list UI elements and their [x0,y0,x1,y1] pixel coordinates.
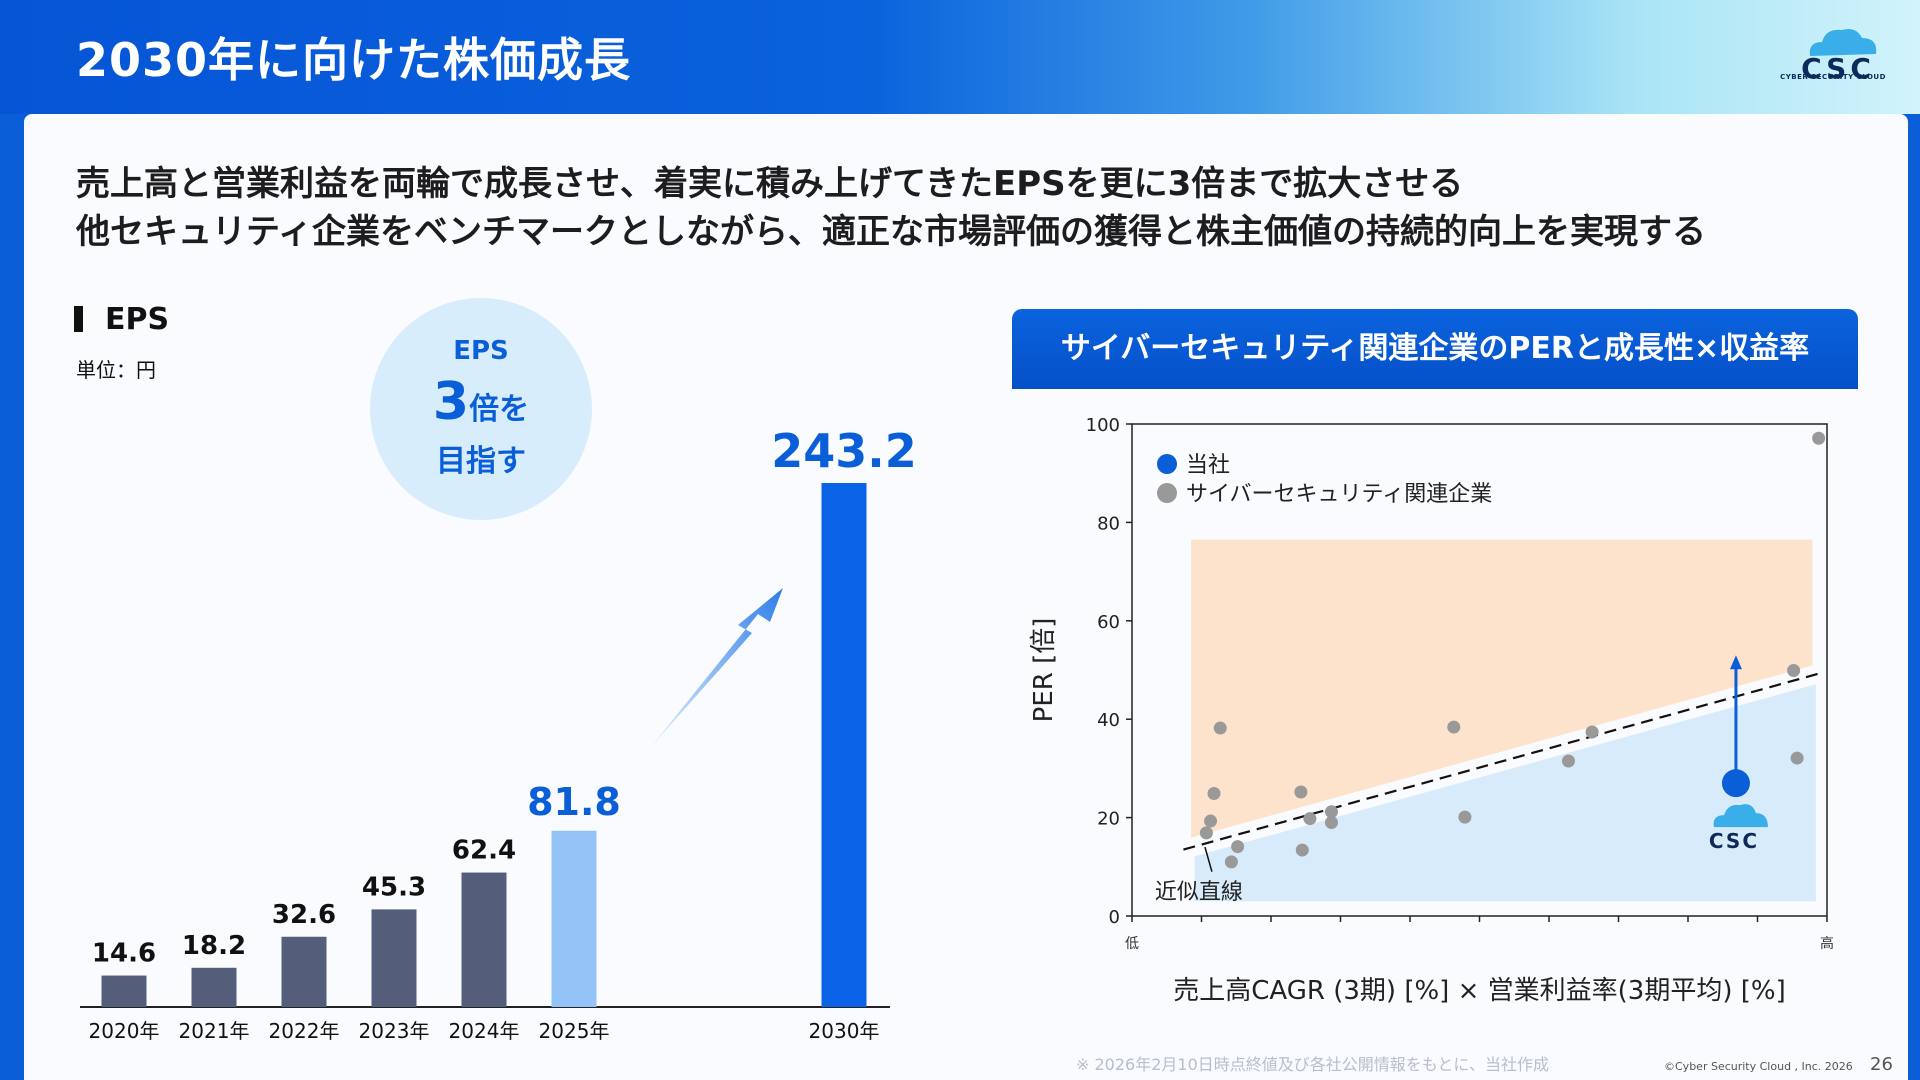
cloud-icon [1809,29,1877,56]
eps-category-label: 2021年 [179,1019,250,1043]
peer-point [1324,805,1338,819]
eps-category-label: 2025年 [539,1019,610,1043]
eps-heading-label: EPS [105,302,170,337]
eps-bar-2030年 [821,483,867,1007]
fit-label-leader [1204,846,1213,872]
csc-logo: CSC [1801,29,1877,85]
footnote: ※ 2026年2月10日時点終値及び各社公開情報をもとに、当社作成 [1076,1055,1549,1074]
eps-category-label: 2030年 [809,1019,880,1043]
peer-point [1231,840,1245,854]
logo-subtext: CYBER SECURITY CLOUD [1780,73,1886,81]
lead-line-2: 他セキュリティ企業をベンチマークとしながら、適正な市場評価の獲得と株主価値の持続… [76,212,1706,252]
legend-self-label: 当社 [1186,453,1230,478]
eps-unit: 単位：円 [76,358,156,382]
eps-category-label: 2020年 [89,1019,160,1043]
peer-point [1812,431,1826,445]
upper-zone [1191,539,1813,838]
peer-point [1303,812,1317,826]
peer-point [1207,786,1221,800]
eps-value-label: 62.4 [452,836,516,866]
eps-value-label: 18.2 [182,931,246,961]
lead-line-1: 売上高と営業利益を両輪で成長させ、着実に積み上げてきたEPSを更に3倍まで拡大さ… [76,164,1464,204]
peer-point [1204,814,1218,828]
eps-bar-2024年 [461,872,507,1007]
eps-value-label: 45.3 [362,872,426,902]
csc-mini-logo-text: CSC [1709,829,1759,853]
legend-self-marker [1157,454,1177,474]
bubble-multiplier: 3倍を [370,372,592,432]
peer-point [1561,754,1575,768]
eps-bar-2025年 [551,830,597,1007]
bubble-eps-label: EPS [453,336,509,366]
x-low-label: 低 [1125,936,1139,952]
target-arrow-icon [1729,655,1742,670]
eps-bar-2021年 [191,967,237,1007]
eps-value-label: 81.8 [527,780,621,824]
y-axis-label: PER [倍] [1029,618,1059,723]
y-tick-label: 0 [1109,907,1120,928]
eps-bar-2023年 [371,909,417,1007]
heading-marker [74,306,83,332]
peer-point [1787,663,1801,677]
y-tick-label: 40 [1097,710,1120,731]
copyright: ©Cyber Security Cloud , Inc. 2026 [1664,1060,1853,1073]
eps-value-label: 243.2 [771,424,917,478]
peer-point [1295,843,1309,857]
peer-point [1790,751,1804,765]
page-number: 26 [1870,1054,1893,1075]
eps-value-label: 14.6 [92,939,156,969]
y-tick-label: 60 [1097,612,1120,633]
lower-zone [1194,684,1816,902]
y-tick-label: 80 [1097,513,1120,534]
csc-mini-cloud-icon [1713,804,1768,828]
peer-point [1294,785,1308,799]
peer-point [1324,816,1338,830]
header-band [0,0,1920,114]
y-tick-label: 20 [1097,809,1120,830]
lead-text: 売上高と営業利益を両輪で成長させ、着実に積み上げてきたEPSを更に3倍まで拡大さ… [76,160,1706,256]
logo-text: CSC [1801,52,1875,85]
peer-point [1199,826,1213,840]
eps-category-label: 2022年 [269,1019,340,1043]
legend-peer-marker [1157,483,1177,503]
bubble-number: 3 [432,372,470,432]
y-tick-label: 100 [1086,415,1120,436]
eps-bar-2022年 [281,936,327,1007]
eps-heading: EPS [74,302,169,337]
bubble-suffix: 倍を [469,392,530,427]
peer-point [1224,855,1238,869]
eps-category-label: 2024年 [449,1019,520,1043]
peer-point [1447,720,1461,734]
eps-category-label: 2023年 [359,1019,430,1043]
eps-target-bubble: EPS 3倍を 目指す [370,298,592,520]
fit-label: 近似直線 [1155,880,1243,905]
per-chart-header: サイバーセキュリティ関連企業のPERと成長性×収益率 [1012,309,1858,389]
growth-arrow-icon [650,588,783,748]
legend-peer-label: サイバーセキュリティ関連企業 [1186,482,1492,507]
self-point [1721,769,1750,798]
x-axis-label: 売上高CAGR (3期) [%] × 営業利益率(3期平均) [%] [1173,976,1785,1006]
eps-bar-2020年 [101,975,147,1007]
bubble-goal-label: 目指す [436,444,526,479]
peer-point [1585,725,1599,739]
peer-point [1213,721,1227,735]
x-high-label: 高 [1820,935,1834,952]
page-title: 2030年に向けた株価成長 [76,33,632,87]
peer-point [1458,810,1472,824]
trendline [1183,672,1820,851]
eps-value-label: 32.6 [272,900,336,930]
